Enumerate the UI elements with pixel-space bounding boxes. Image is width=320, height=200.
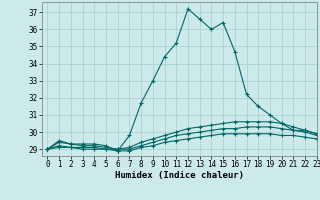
- X-axis label: Humidex (Indice chaleur): Humidex (Indice chaleur): [115, 171, 244, 180]
